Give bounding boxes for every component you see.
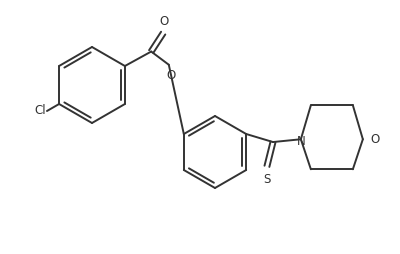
- Text: O: O: [371, 133, 380, 146]
- Text: S: S: [263, 173, 271, 186]
- Text: O: O: [166, 69, 176, 82]
- Text: N: N: [296, 135, 305, 148]
- Text: Cl: Cl: [34, 104, 46, 118]
- Text: O: O: [160, 15, 169, 28]
